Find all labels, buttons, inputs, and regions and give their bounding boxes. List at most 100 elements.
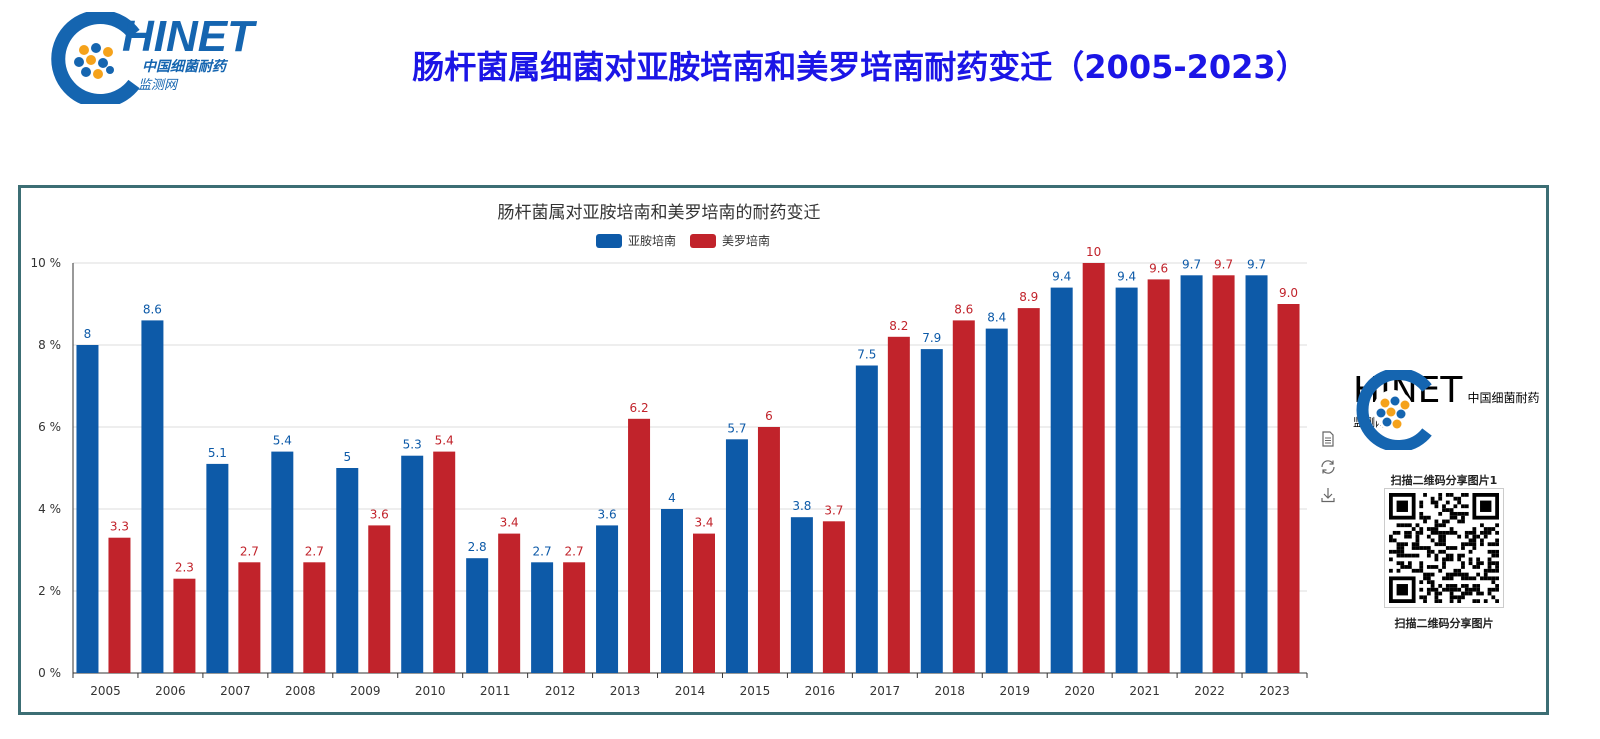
qr-code[interactable] xyxy=(1384,488,1504,608)
bar-meropenem xyxy=(1082,263,1105,673)
data-label-meropenem: 3.6 xyxy=(370,507,389,521)
data-label-imipenem: 9.7 xyxy=(1182,257,1201,271)
qr-caption-top: 扫描二维码分享图片1 xyxy=(1390,474,1498,487)
data-label-imipenem: 3.8 xyxy=(792,499,811,513)
logo-cn-sub: 监测网 xyxy=(138,78,178,93)
x-tick-label: 2010 xyxy=(415,684,446,698)
x-tick-label: 2021 xyxy=(1129,684,1160,698)
bar-meropenem xyxy=(173,578,196,673)
data-label-meropenem: 3.4 xyxy=(500,516,519,530)
x-tick-label: 2020 xyxy=(1064,684,1095,698)
bar-imipenem xyxy=(1115,287,1138,673)
qr-caption-bottom: 扫描二维码分享图片 xyxy=(1394,617,1494,630)
data-label-imipenem: 5.4 xyxy=(273,434,292,448)
bar-imipenem xyxy=(725,439,748,673)
legend-swatch-meropenem xyxy=(690,233,717,248)
bar-meropenem xyxy=(303,562,326,673)
bar-meropenem xyxy=(108,537,131,673)
data-label-meropenem: 2.7 xyxy=(240,544,259,558)
bar-imipenem xyxy=(466,558,489,673)
bar-meropenem xyxy=(822,521,845,673)
legend-item-meropenem[interactable]: 美罗培南 xyxy=(690,232,770,249)
y-tick-label: 8 % xyxy=(38,338,61,352)
legend-label-imipenem: 亚胺培南 xyxy=(628,234,677,248)
data-label-meropenem: 9.7 xyxy=(1214,257,1233,271)
data-label-meropenem: 2.7 xyxy=(565,544,584,558)
bar-imipenem xyxy=(790,517,813,673)
data-label-imipenem: 2.7 xyxy=(533,544,552,558)
data-label-imipenem: 5.1 xyxy=(208,446,227,460)
bar-imipenem xyxy=(920,349,943,673)
bar-meropenem xyxy=(433,451,456,673)
data-label-meropenem: 9.0 xyxy=(1279,286,1298,300)
x-tick-label: 2017 xyxy=(870,684,901,698)
data-label-imipenem: 2.8 xyxy=(468,540,487,554)
bar-meropenem xyxy=(887,336,910,673)
bar-meropenem xyxy=(1017,308,1040,673)
bar-imipenem xyxy=(855,365,878,673)
bar-imipenem xyxy=(401,455,424,673)
bar-meropenem xyxy=(238,562,261,673)
data-label-imipenem: 7.5 xyxy=(857,348,876,362)
bar-meropenem xyxy=(952,320,975,673)
y-tick-label: 0 % xyxy=(38,666,61,680)
bar-imipenem xyxy=(531,562,554,673)
x-tick-label: 2023 xyxy=(1259,684,1290,698)
data-label-meropenem: 5.4 xyxy=(435,434,454,448)
bar-imipenem xyxy=(596,525,619,673)
x-tick-label: 2005 xyxy=(90,684,121,698)
data-label-imipenem: 8.4 xyxy=(987,311,1006,325)
restore-icon[interactable] xyxy=(1319,458,1337,476)
data-label-imipenem: 8 xyxy=(84,327,92,341)
bar-imipenem xyxy=(1180,275,1203,673)
data-label-meropenem: 6 xyxy=(765,409,773,423)
data-label-meropenem: 8.9 xyxy=(1019,290,1038,304)
bar-meropenem xyxy=(693,533,715,673)
data-label-meropenem: 10 xyxy=(1086,245,1101,259)
x-tick-label: 2006 xyxy=(155,684,186,698)
bar-meropenem xyxy=(1277,304,1300,673)
bar-imipenem xyxy=(1245,275,1268,673)
data-label-imipenem: 9.4 xyxy=(1117,270,1136,284)
bar-meropenem xyxy=(498,533,521,673)
data-label-meropenem: 6.2 xyxy=(630,401,649,415)
x-tick-label: 2012 xyxy=(545,684,576,698)
bar-imipenem xyxy=(206,463,229,673)
data-label-imipenem: 5.3 xyxy=(403,438,422,452)
data-label-meropenem: 9.6 xyxy=(1149,261,1168,275)
data-label-meropenem: 2.3 xyxy=(175,561,194,575)
download-icon[interactable] xyxy=(1319,486,1337,504)
bar-chart: 0 % 2 % 4 % 6 % 8 % 10 % 2005 8 3.3 2006 8.6 2.3 200… xyxy=(31,245,1308,698)
bar-imipenem xyxy=(76,345,99,673)
bar-meropenem xyxy=(1212,275,1235,673)
hinet-logo: HINET 中国细菌耐药 监测网 xyxy=(46,12,266,104)
hinet-emblem-icon xyxy=(51,12,140,104)
data-label-imipenem: 5.7 xyxy=(727,421,746,435)
legend-label-meropenem: 美罗培南 xyxy=(722,234,771,248)
x-tick-label: 2014 xyxy=(675,684,706,698)
bar-imipenem xyxy=(141,320,164,673)
data-label-meropenem: 3.3 xyxy=(110,520,129,534)
bar-meropenem xyxy=(1147,279,1170,673)
bar-meropenem xyxy=(563,562,586,673)
bar-imipenem xyxy=(985,328,1008,673)
data-label-imipenem: 9.4 xyxy=(1052,270,1071,284)
x-tick-label: 2013 xyxy=(610,684,641,698)
logo-cn-name: 中国细菌耐药 xyxy=(142,59,226,75)
chart-legend: 亚胺培南 美罗培南 xyxy=(596,232,770,249)
legend-item-imipenem[interactable]: 亚胺培南 xyxy=(596,232,676,249)
x-tick-label: 2019 xyxy=(999,684,1030,698)
data-view-icon[interactable] xyxy=(1319,430,1337,448)
data-label-imipenem: 4 xyxy=(668,491,676,505)
data-label-meropenem: 2.7 xyxy=(305,544,324,558)
bar-meropenem xyxy=(368,525,391,673)
chart-title: 肠杆菌属对亚胺培南和美罗培南的耐药变迁 xyxy=(497,203,821,223)
x-tick-label: 2015 xyxy=(740,684,771,698)
data-label-imipenem: 9.7 xyxy=(1247,257,1266,271)
bar-meropenem xyxy=(757,427,780,673)
bar-imipenem xyxy=(336,468,359,673)
y-tick-label: 2 % xyxy=(38,584,61,598)
x-tick-label: 2018 xyxy=(935,684,966,698)
logo-brand-text: HINET xyxy=(122,12,254,61)
chart-panel: 肠杆菌属对亚胺培南和美罗培南的耐药变迁 亚胺培南 美罗培南 0 % 2 % 4 % 6… xyxy=(18,185,1549,715)
